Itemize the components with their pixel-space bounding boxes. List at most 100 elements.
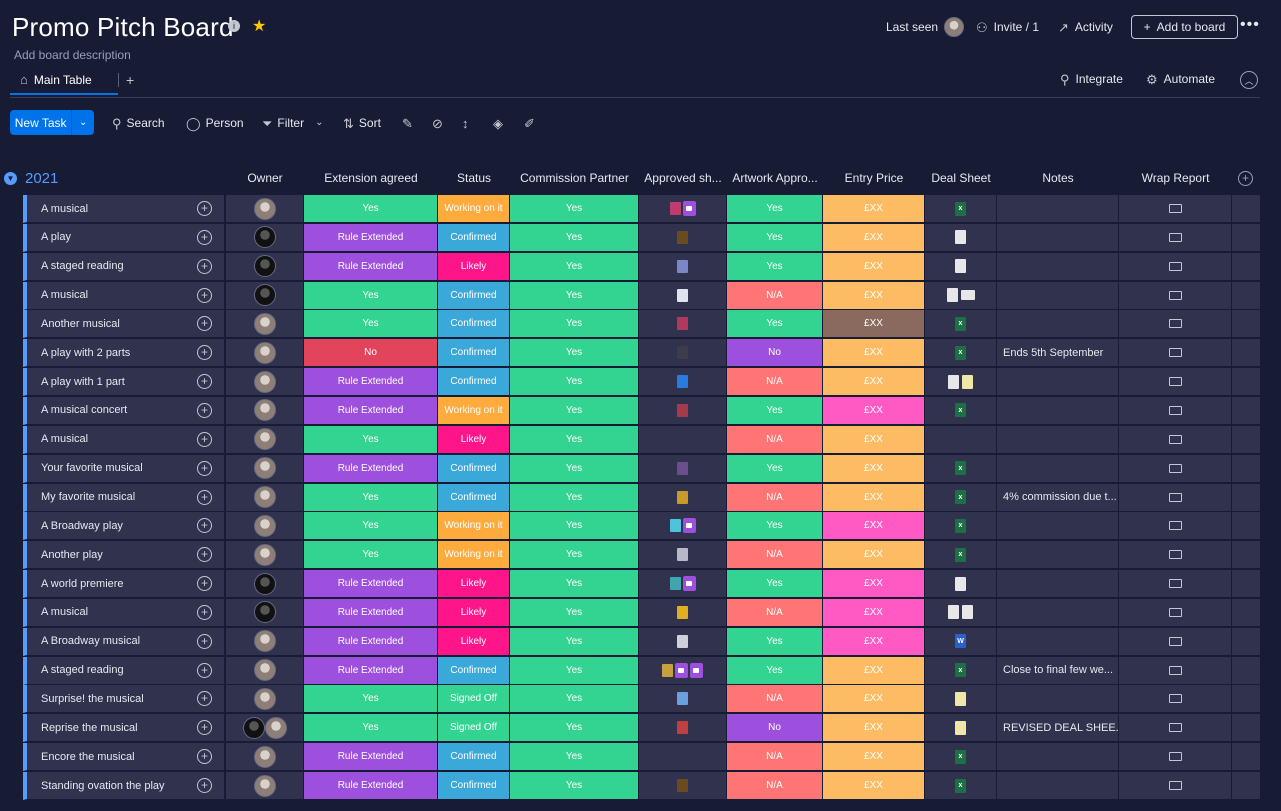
commission-partner-cell[interactable]: Yes [510,252,639,281]
deal-sheet-cell[interactable] [925,252,997,281]
approved-shots-cell[interactable] [639,598,727,627]
artwork-approved-cell[interactable]: No [727,714,823,743]
add-update-icon[interactable]: + [197,258,212,274]
table-row[interactable]: Surprise! the musical + Yes Signed Off Yes N/… [23,685,1261,714]
chevron-down-icon[interactable]: ⌄ [315,117,324,128]
item-name-cell[interactable]: A play with 1 part + [23,368,225,397]
add-update-icon[interactable]: + [197,749,212,765]
wrap-report-cell[interactable] [1119,368,1232,397]
file-preview-icon[interactable] [955,259,966,274]
video-file-icon[interactable] [675,662,688,678]
deal-sheet-cell[interactable]: x [925,339,997,368]
file-placeholder-icon[interactable] [1168,492,1182,502]
edit-icon[interactable]: ✐ [524,115,535,131]
excel-file-icon[interactable]: x [955,316,966,331]
excel-file-icon[interactable]: x [955,403,966,418]
image-thumbnail-icon[interactable] [669,519,681,533]
wrap-report-cell[interactable] [1119,570,1232,599]
commission-partner-cell[interactable]: Yes [510,483,639,512]
entry-price-cell[interactable]: £XX [823,368,925,397]
status-cell[interactable]: Likely [438,570,510,599]
image-thumbnail-icon[interactable] [677,605,688,619]
approved-shots-cell[interactable] [639,714,727,743]
new-task-label[interactable]: New Task [14,115,67,130]
file-placeholder-icon[interactable] [1168,781,1182,790]
notes-cell[interactable] [997,281,1119,310]
approved-shots-cell[interactable] [639,512,727,541]
table-row[interactable]: A musical + Yes Working on it Yes Yes £XX x [23,195,1261,223]
entry-price-cell[interactable]: £XX [823,512,925,541]
approved-shots-cell[interactable] [639,281,727,310]
status-cell[interactable]: Confirmed [438,772,510,800]
excel-file-icon[interactable]: x [955,518,966,533]
artwork-approved-cell[interactable]: N/A [727,425,823,454]
entry-price-cell[interactable]: £XX [823,714,925,743]
commission-partner-cell[interactable]: Yes [510,368,639,397]
column-header-2[interactable]: Status [456,171,492,185]
approved-shots-cell[interactable] [639,252,727,281]
file-placeholder-icon[interactable] [1168,261,1182,271]
status-cell[interactable]: Working on it [438,541,510,570]
owner-cell[interactable] [226,223,304,252]
pin-icon[interactable]: ✎ [402,115,413,131]
file-preview-icon[interactable] [955,576,966,591]
hide-icon[interactable]: ⊘ [432,115,443,131]
add-update-icon[interactable]: + [197,604,212,620]
item-name[interactable]: Reprise the musical [41,721,138,734]
entry-price-cell[interactable]: £XX [823,281,925,310]
extension-agreed-cell[interactable]: Rule Extended [304,368,438,397]
item-name[interactable]: A world premiere [41,577,124,590]
board-description[interactable]: Add board description [14,48,131,62]
item-name-cell[interactable]: A musical + [23,281,225,310]
status-cell[interactable]: Signed Off [438,714,510,743]
image-thumbnail-icon[interactable] [677,692,688,706]
status-cell[interactable]: Confirmed [438,310,510,339]
status-cell[interactable]: Likely [438,627,510,656]
file-preview-icon[interactable] [948,605,959,620]
file-preview-icon[interactable] [948,374,959,389]
artwork-approved-cell[interactable]: N/A [727,685,823,714]
extension-agreed-cell[interactable]: Yes [304,425,438,454]
owner-cell[interactable] [226,541,304,570]
wrap-report-cell[interactable] [1119,223,1232,252]
excel-file-icon[interactable]: x [955,461,966,476]
image-thumbnail-icon[interactable] [677,317,688,331]
info-icon[interactable]: i [228,20,240,32]
image-thumbnail-icon[interactable] [677,375,688,389]
column-header-7[interactable]: Deal Sheet [931,171,991,185]
table-row[interactable]: Reprise the musical + Yes Signed Off Yes No £X… [23,714,1261,743]
table-row[interactable]: Another play + Yes Working on it Yes N/A £XX x [23,541,1261,570]
deal-sheet-cell[interactable] [925,368,997,397]
image-thumbnail-icon[interactable] [662,663,673,677]
add-update-icon[interactable]: + [197,691,212,707]
file-placeholder-icon[interactable] [1168,405,1182,415]
commission-partner-cell[interactable]: Yes [510,772,639,800]
table-row[interactable]: Another musical + Yes Confirmed Yes Yes £XX x [23,310,1261,339]
owner-cell[interactable] [226,396,304,425]
commission-partner-cell[interactable]: Yes [510,512,639,541]
approved-shots-cell[interactable] [639,339,727,368]
table-row[interactable]: A musical + Yes Confirmed Yes N/A £XX [23,281,1261,310]
extension-agreed-cell[interactable]: Rule Extended [304,454,438,483]
wrap-report-cell[interactable] [1119,252,1232,281]
deal-sheet-cell[interactable]: x [925,656,997,685]
wrap-report-cell[interactable] [1119,483,1232,512]
file-placeholder-icon[interactable] [1168,204,1182,213]
notes-cell[interactable] [997,570,1119,599]
item-name-cell[interactable]: A Broadway musical + [23,627,225,656]
item-name[interactable]: Another musical [41,317,120,330]
table-row[interactable]: Your favorite musical + Rule Extended Confi… [23,454,1261,483]
notes-cell[interactable] [997,512,1119,541]
extension-agreed-cell[interactable]: Yes [304,541,438,570]
approved-shots-cell[interactable] [639,541,727,570]
add-update-icon[interactable]: + [197,778,212,793]
item-name[interactable]: Surprise! the musical [41,692,144,705]
item-name[interactable]: A musical [41,289,89,302]
file-placeholder-icon[interactable] [1168,665,1182,675]
file-placeholder-icon[interactable] [1168,290,1182,300]
deal-sheet-cell[interactable]: x [925,541,997,570]
star-icon[interactable]: ★ [252,18,267,35]
status-cell[interactable]: Likely [438,598,510,627]
owner-cell[interactable] [226,252,304,281]
wrap-report-cell[interactable] [1119,598,1232,627]
